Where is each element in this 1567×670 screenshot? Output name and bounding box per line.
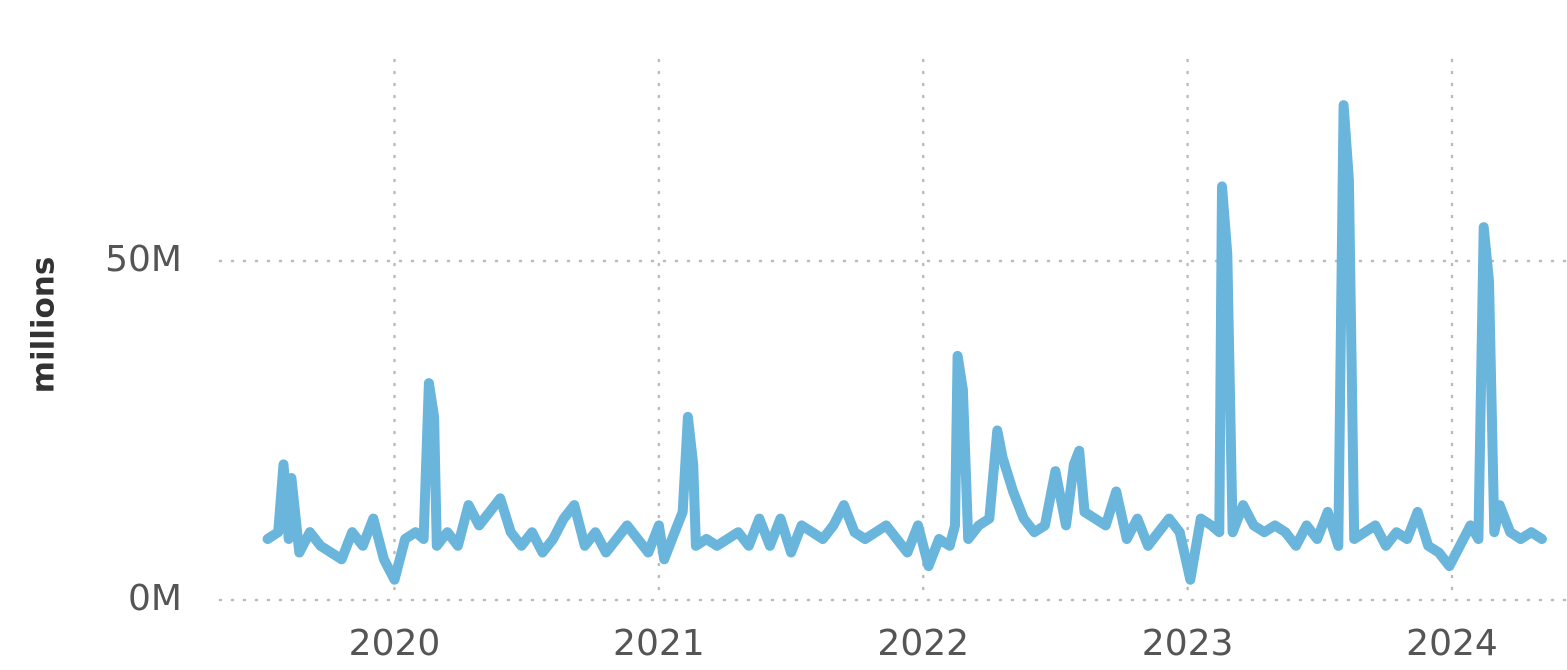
x-tick-label: 2024 xyxy=(1406,623,1498,664)
y-tick-label: 0M xyxy=(128,578,182,619)
x-tick-label: 2020 xyxy=(349,623,441,664)
x-tick-label: 2021 xyxy=(613,623,705,664)
x-tick-label: 2023 xyxy=(1142,623,1234,664)
x-tick-label: 2022 xyxy=(877,623,969,664)
y-tick-label: 50M xyxy=(105,239,182,280)
y-axis-label: millions xyxy=(26,257,62,394)
line xyxy=(262,100,1547,585)
